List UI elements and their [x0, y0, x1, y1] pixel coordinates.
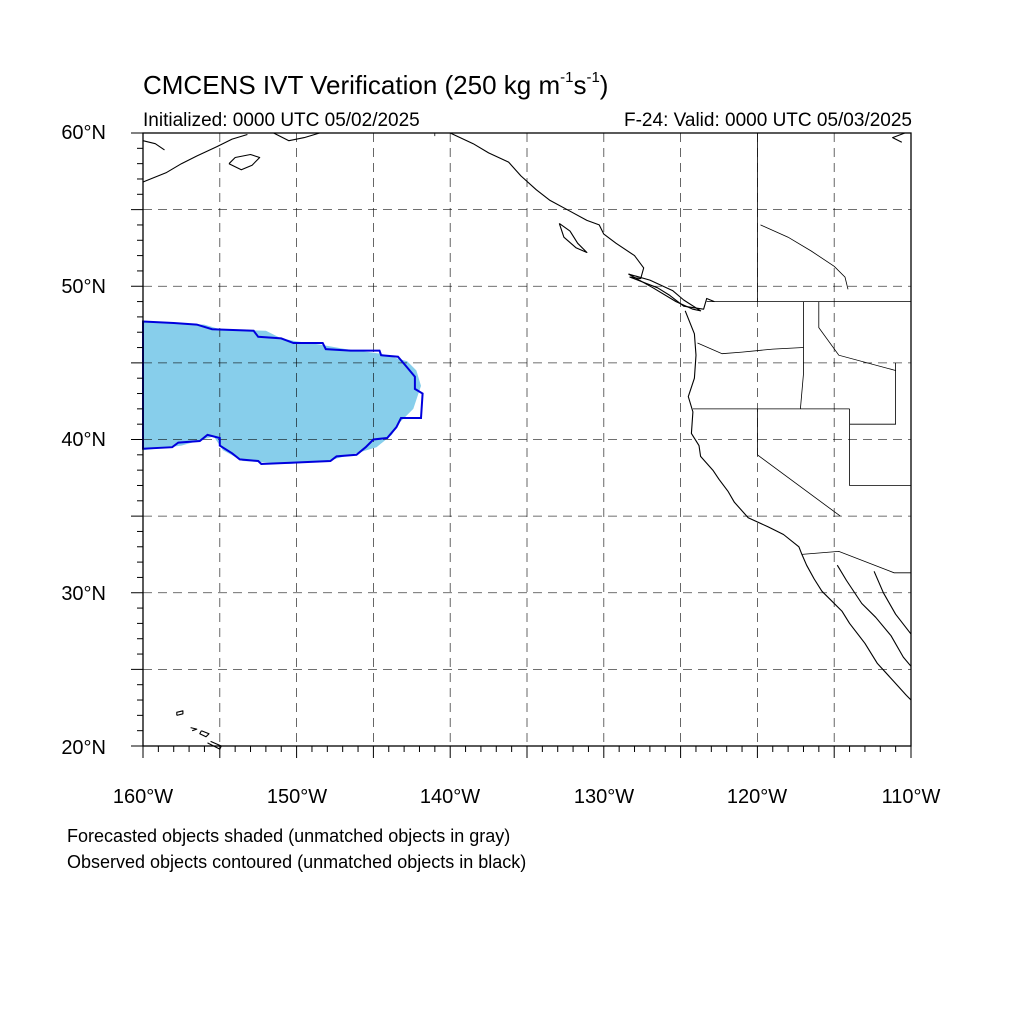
title-exponent-2: -1	[586, 69, 600, 87]
coastline	[207, 740, 222, 750]
political-border	[697, 342, 804, 355]
observed-objects-layer	[142, 320, 424, 466]
lon-label-120w: 120°W	[726, 786, 788, 808]
coastline	[558, 222, 588, 254]
coastlines-layer	[142, 132, 912, 750]
political-border	[760, 224, 849, 290]
coastline	[228, 153, 261, 171]
initialized-time: Initialized: 0000 UTC 05/02/2025	[143, 110, 420, 131]
observed-note: Observed objects contoured (unmatched ob…	[67, 852, 527, 872]
political-border	[849, 408, 911, 486]
map-frame	[142, 132, 912, 747]
lat-label-30n: 30°N	[61, 583, 106, 605]
political-border	[757, 408, 841, 517]
lat-label-40n: 40°N	[61, 429, 106, 451]
lon-label-160w: 160°W	[112, 786, 174, 808]
coastline	[142, 140, 165, 151]
map-title: CMCENS IVT Verification (250 kg m-1s-1)	[143, 69, 609, 101]
political-border	[849, 362, 896, 425]
lon-label-110w: 110°W	[881, 786, 941, 808]
coastline	[684, 310, 912, 701]
coastline	[176, 710, 184, 716]
title-prefix: CMCENS IVT Verification (250 kg m	[143, 70, 561, 100]
coastline	[892, 132, 906, 143]
political-border	[801, 550, 911, 574]
title-mid: s	[573, 70, 587, 100]
coastline	[190, 727, 198, 732]
forecast-object-shape	[143, 321, 421, 464]
borders-layer	[434, 133, 911, 574]
lat-label-60n: 60°N	[61, 122, 106, 144]
coastline	[199, 730, 210, 738]
lon-label-130w: 130°W	[573, 786, 635, 808]
coastline	[449, 132, 715, 310]
political-border	[800, 301, 804, 409]
coastline	[873, 571, 912, 635]
forecast-note: Forecasted objects shaded (unmatched obj…	[67, 826, 511, 846]
political-border	[818, 301, 896, 371]
valid-time: F-24: Valid: 0000 UTC 05/03/2025	[624, 110, 912, 131]
lon-label-150w: 150°W	[266, 786, 328, 808]
ticks-layer	[131, 132, 912, 758]
coastline	[628, 273, 702, 312]
coastline	[273, 132, 320, 142]
forecast-objects-layer	[143, 321, 421, 464]
observed-object-contour	[142, 320, 424, 466]
title-suffix: )	[599, 70, 609, 100]
coastline	[836, 564, 912, 667]
lat-label-20n: 20°N	[61, 737, 106, 759]
coastline	[142, 133, 248, 183]
lon-label-140w: 140°W	[419, 786, 481, 808]
title-exponent-1: -1	[560, 69, 574, 87]
lat-label-50n: 50°N	[61, 276, 106, 298]
